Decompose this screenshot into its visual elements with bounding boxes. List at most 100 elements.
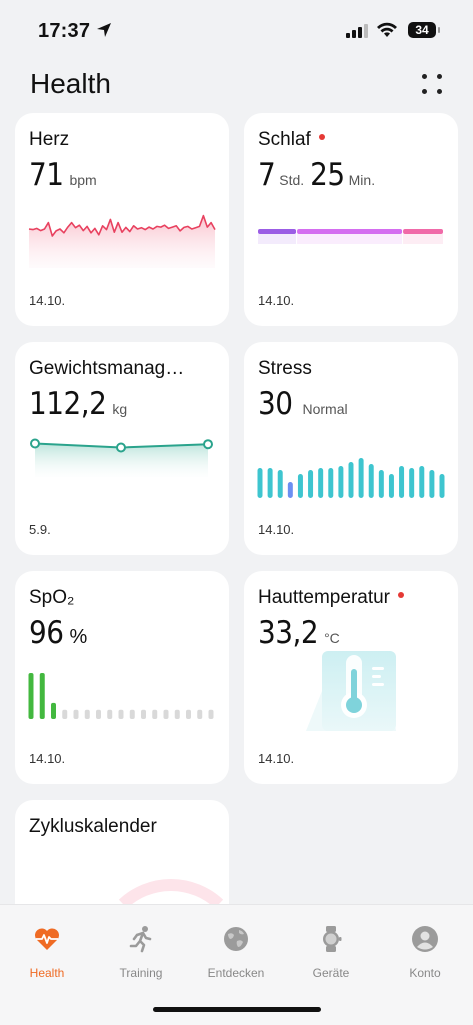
weight-point (30, 438, 40, 449)
notification-dot (318, 133, 325, 140)
card-date: 5.9. (29, 522, 51, 537)
spo2-bar-chart (28, 673, 214, 719)
bottom-tab-bar: Health Training Entdecken Geräte Konto (0, 904, 473, 1025)
heart-rate-value: 71 (29, 157, 64, 193)
weight-area (35, 443, 208, 477)
card-label: Herz (29, 129, 70, 150)
heart-pulse-icon (34, 928, 60, 950)
watch-icon (323, 926, 342, 952)
sleep-stage-shadow (258, 234, 297, 244)
spo2-bar (197, 709, 203, 719)
card-date: 14.10. (258, 751, 295, 766)
heart-rate-unit: bpm (69, 172, 97, 188)
battery-icon: 34 (408, 22, 440, 38)
tab-label: Geräte (312, 966, 350, 980)
stress-bar (267, 468, 273, 498)
tab-label: Training (119, 966, 163, 980)
heart-card[interactable]: Herz 71 bpm 14.10. (15, 113, 229, 326)
sleep-stages-chart (258, 229, 443, 244)
stress-bar (338, 466, 344, 498)
notification-dot (398, 591, 405, 598)
stress-bar (388, 474, 394, 498)
stress-bar-chart (257, 458, 445, 498)
sleep-stage-segment (297, 229, 403, 234)
page-title: Health (30, 68, 111, 99)
more-options-icon[interactable] (422, 74, 444, 96)
sleep-hours-unit: Std. (279, 172, 305, 188)
thermometer-icon (306, 651, 396, 731)
stress-bar (328, 468, 334, 498)
card-label: Schlaf (258, 129, 311, 150)
stress-bar (277, 470, 283, 498)
spo2-card[interactable]: SpO₂ 96% 14.10. (15, 571, 229, 784)
spo2-bar (73, 709, 79, 719)
sleep-card[interactable]: Schlaf 7 Std. 25 Min. 14.10. (244, 113, 458, 326)
home-indicator (153, 1007, 321, 1012)
stress-bar (368, 464, 374, 498)
status-time: 17:37 (38, 20, 91, 42)
location-arrow-icon (97, 23, 111, 37)
spo2-bar (84, 709, 90, 719)
card-date: 14.10. (29, 293, 66, 308)
stress-bar (287, 482, 293, 498)
spo2-bar (96, 709, 101, 719)
heart-rate-chart (28, 214, 216, 268)
sleep-hours-value: 7 (258, 157, 276, 193)
tab-label: Health (29, 966, 65, 980)
status-bar: 17:37 34 (0, 0, 473, 60)
weight-point (116, 442, 126, 453)
weight-unit: kg (112, 401, 128, 417)
stress-bar (318, 468, 324, 498)
sleep-minutes-value: 25 (310, 157, 345, 193)
tab-label: Konto (409, 966, 441, 980)
card-label: Zykluskalender (29, 816, 157, 837)
weight-trend-chart (30, 438, 213, 477)
tab-training[interactable]: Training (101, 925, 181, 980)
spo2-bar (163, 709, 169, 719)
card-label: Stress (258, 358, 312, 379)
spo2-bar (186, 709, 191, 719)
spo2-bar (152, 709, 158, 719)
stress-bar (439, 474, 445, 498)
weight-value: 112,2 (29, 386, 107, 422)
stress-status: Normal (302, 401, 348, 417)
stress-bar (308, 470, 314, 498)
card-label: Gewichtsmanag… (29, 358, 185, 379)
stress-card[interactable]: Stress 30 Normal 14.10. (244, 342, 458, 555)
tab-entdecken[interactable]: Entdecken (196, 925, 276, 980)
heart-rate-line (28, 214, 216, 237)
skin-temperature-unit: °C (324, 630, 340, 646)
weight-card[interactable]: Gewichtsmanag… 112,2 kg 5.9. (15, 342, 229, 555)
cellular-signal-icon (346, 24, 368, 38)
stress-bar (378, 470, 384, 498)
tab-geraete[interactable]: Geräte (291, 925, 371, 980)
running-icon (129, 926, 152, 953)
stress-bar (358, 458, 364, 498)
skin-temperature-value: 33,2 (258, 615, 319, 651)
stress-bar (399, 466, 405, 498)
spo2-bar (129, 709, 135, 719)
card-label: SpO₂ (29, 587, 75, 608)
tab-label: Entdecken (207, 966, 265, 980)
spo2-bar (174, 709, 180, 719)
card-date: 14.10. (258, 293, 295, 308)
spo2-bar (39, 673, 45, 719)
card-date: 14.10. (258, 522, 295, 537)
sleep-stage-segment (403, 229, 443, 234)
sleep-minutes-unit: Min. (348, 172, 376, 188)
spo2-bar (62, 709, 68, 719)
tab-konto[interactable]: Konto (385, 925, 465, 980)
spo2-bar (141, 709, 146, 719)
skin-temperature-card[interactable]: Hauttemperatur 33,2 °C 14.10. (244, 571, 458, 784)
stress-bar (429, 470, 435, 498)
heart-rate-area (29, 215, 215, 268)
tab-health[interactable]: Health (7, 925, 87, 980)
sleep-stage-segment (258, 229, 297, 234)
stress-value: 30 (258, 386, 293, 422)
stress-bar (257, 468, 263, 498)
spo2-value: 96 (29, 615, 64, 651)
card-date: 14.10. (29, 751, 66, 766)
card-label: Hauttemperatur (258, 587, 391, 608)
spo2-bar (28, 673, 34, 719)
spo2-unit: % (69, 626, 88, 648)
